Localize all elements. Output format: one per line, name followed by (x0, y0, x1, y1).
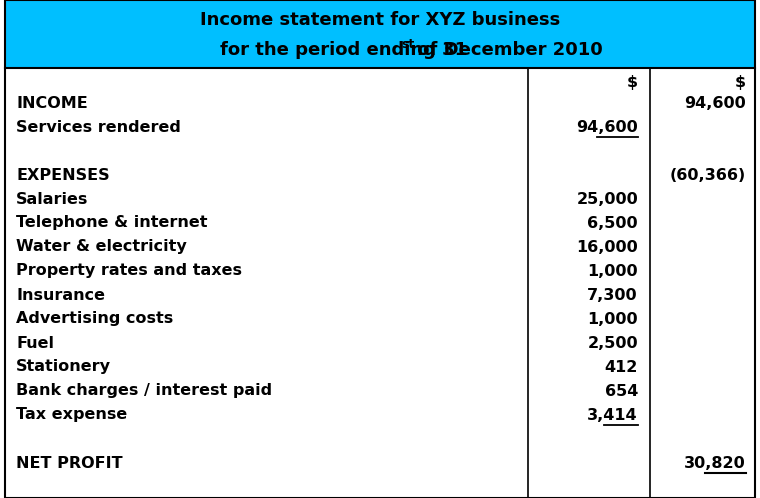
Text: 30,820: 30,820 (684, 456, 746, 471)
Text: 94,600: 94,600 (576, 120, 638, 134)
Text: Salaries: Salaries (16, 192, 88, 207)
Text: for the period ending 31: for the period ending 31 (220, 41, 467, 59)
Text: Tax expense: Tax expense (16, 407, 127, 422)
Text: 654: 654 (605, 383, 638, 398)
Text: Telephone & internet: Telephone & internet (16, 216, 207, 231)
Text: of December 2010: of December 2010 (411, 41, 603, 59)
Text: st: st (401, 37, 415, 50)
Text: EXPENSES: EXPENSES (16, 167, 109, 182)
Text: Stationery: Stationery (16, 360, 111, 374)
Text: Services rendered: Services rendered (16, 120, 181, 134)
Text: Property rates and taxes: Property rates and taxes (16, 263, 242, 278)
Text: $: $ (627, 76, 638, 91)
Text: $: $ (735, 76, 746, 91)
Text: INCOME: INCOME (16, 96, 87, 111)
Text: Bank charges / interest paid: Bank charges / interest paid (16, 383, 272, 398)
Text: NET PROFIT: NET PROFIT (16, 456, 122, 471)
Text: 25,000: 25,000 (576, 192, 638, 207)
Bar (5, 0, 755, 68)
Text: 6,500: 6,500 (587, 216, 638, 231)
Text: (60,366): (60,366) (670, 167, 746, 182)
Text: 16,000: 16,000 (576, 240, 638, 254)
Text: 1,000: 1,000 (587, 312, 638, 327)
Text: 412: 412 (605, 360, 638, 374)
Text: Income statement for XYZ business: Income statement for XYZ business (200, 11, 560, 29)
Text: Water & electricity: Water & electricity (16, 240, 187, 254)
Text: 7,300: 7,300 (587, 287, 638, 302)
Text: 94,600: 94,600 (684, 96, 746, 111)
Text: Fuel: Fuel (16, 336, 54, 351)
Text: Insurance: Insurance (16, 287, 105, 302)
Text: Advertising costs: Advertising costs (16, 312, 173, 327)
Text: 1,000: 1,000 (587, 263, 638, 278)
Text: 2,500: 2,500 (587, 336, 638, 351)
Text: 3,414: 3,414 (587, 407, 638, 422)
